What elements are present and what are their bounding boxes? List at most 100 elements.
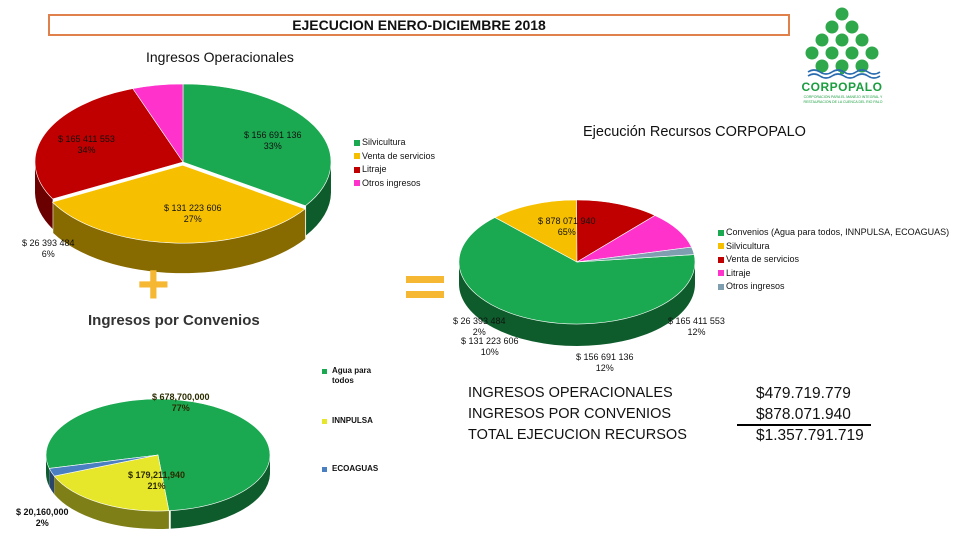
data-label-agua-para-todos: $ 678,700,000 77% [152, 392, 210, 413]
logo-tree-dot [845, 46, 859, 60]
logo-tree-dot [815, 59, 829, 73]
logo-tree-dot [825, 20, 839, 34]
data-label-ej-litraje: $ 131 223 606 10% [461, 336, 519, 357]
data-label-ecoaguas: $ 20,160,000 2% [16, 507, 69, 528]
legend-label: Convenios (Agua para todos, INNPULSA, EC… [726, 227, 950, 237]
ejecucion-slice-1 [494, 199, 578, 263]
legend-swatch [718, 270, 724, 277]
summary-labels: INGRESOS OPERACIONALES INGRESOS POR CONV… [468, 383, 687, 446]
legend-entry: Silvicultura [718, 240, 949, 254]
legend-label: Silvicultura [362, 137, 406, 147]
summary-label-operacionales: INGRESOS OPERACIONALES [468, 385, 673, 401]
data-label-otros-ingresos: $ 26 393 484 6% [22, 238, 75, 259]
logo-tree-dot [855, 33, 869, 47]
convenios-slice-2 [48, 454, 159, 477]
operacionales-slice-1 [51, 164, 306, 244]
logo-name: CORPOPALO [801, 80, 883, 94]
page-title: EJECUCION ENERO-DICIEMBRE 2018 [48, 14, 790, 36]
legend-entry: Litraje [354, 163, 435, 177]
ejecucion-slice-4 [576, 246, 695, 263]
convenios-slice-1 [53, 454, 170, 512]
legend-swatch [718, 256, 724, 263]
equals-sign [406, 276, 444, 298]
ejecucion-pie [458, 199, 696, 347]
legend-convenios: Agua para todos INNPULSA ECOAGUAS [322, 366, 378, 473]
data-label-innpulsa: $ 179,211,940 21% [128, 470, 186, 491]
summary-value-operacionales: $479.719.779 [756, 385, 851, 402]
data-label-silvicultura: $ 165 411 553 34% [58, 134, 115, 155]
legend-swatch [718, 229, 724, 236]
logo-tree-dot [815, 33, 829, 47]
legend-swatch-agua [322, 369, 327, 374]
legend-label-ecoaguas: ECOAGUAS [332, 464, 379, 473]
legend-operacionales: Silvicultura Venta de servicios Litraje Otr… [354, 136, 435, 190]
operacionales-slice-side-0 [306, 162, 331, 236]
legend-label-innpulsa: INNPULSA [332, 416, 373, 425]
data-label-ej-otros-ingresos: $ 26 393 484 2% [453, 316, 506, 337]
legend-swatch [354, 153, 360, 160]
logo-tree-dot [865, 46, 879, 60]
legend-entry: Silvicultura [354, 136, 435, 150]
data-label-ej-venta-servicios: $ 156 691 136 12% [576, 352, 634, 373]
chart-title-convenios: Ingresos por Convenios [88, 312, 260, 329]
legend-label: Litraje [726, 267, 751, 278]
legend-label: Venta de servicios [362, 150, 436, 161]
convenios-pie [45, 398, 271, 529]
data-label-venta-servicios: $ 156 691 136 33% [244, 130, 302, 151]
legend-label: Otros ingresos [726, 281, 785, 291]
logo-tree-dot [805, 46, 819, 60]
logo-tree-dot [835, 33, 849, 47]
chart-title-ejecucion: Ejecución Recursos CORPOPALO [583, 124, 806, 140]
legend-label: Litraje [362, 164, 387, 174]
operacionales-slice-side-1 [53, 202, 306, 274]
data-label-ej-silvicultura: $ 165 411 553 12% [668, 316, 725, 337]
legend-swatch-ecoaguas [322, 467, 327, 472]
legend-label: Otros ingresos [362, 177, 421, 188]
legend-label: Venta de servicios [726, 254, 800, 264]
summary-label-convenios: INGRESOS POR CONVENIOS [468, 406, 672, 422]
convenios-slice-side-0 [170, 455, 270, 529]
legend-entry: Convenios (Agua para todos, INNPULSA, EC… [718, 226, 949, 240]
logo-tagline: CORPORACION PARA EL MANEJO INTEGRAL Y RE… [803, 95, 883, 104]
summary-values: $479.719.779 $878.071.940 $1.357.791.719 [756, 383, 864, 446]
operacionales-slice-0 [182, 83, 332, 207]
ejecucion-slice-side-0 [459, 262, 695, 347]
legend-entry: Otros ingresos [718, 280, 949, 294]
legend-swatch-innpulsa [322, 419, 327, 424]
ejecucion-slice-2 [576, 199, 656, 263]
logo-trunk [840, 60, 844, 74]
data-label-convenios-total: $ 878 071 940 65% [538, 216, 596, 237]
legend-swatch [718, 283, 724, 290]
legend-entry: Litraje [718, 267, 949, 281]
chart-title-operacionales: Ingresos Operacionales [146, 49, 294, 65]
legend-entry: Venta de servicios [718, 253, 949, 267]
legend-ejecucion: Convenios (Agua para todos, INNPULSA, EC… [718, 226, 949, 294]
operacionales-pie [34, 83, 332, 274]
legend-swatch [718, 243, 724, 250]
legend-label: Silvicultura [726, 240, 770, 251]
summary-value-convenios: $878.071.940 [756, 406, 851, 423]
legend-entry: Venta de servicios [354, 150, 435, 164]
summary-label-total: TOTAL EJECUCION RECURSOS [468, 427, 687, 443]
operacionales-slice-2 [34, 88, 184, 200]
logo-tree-dot [825, 46, 839, 60]
summary-total-line [737, 424, 871, 426]
logo-tree-dot [855, 59, 869, 73]
summary-value-total: $1.357.791.719 [756, 427, 864, 444]
operacionales-slice-side-2 [35, 163, 53, 229]
logo-tree-dot [845, 20, 859, 34]
operacionales-slice-3 [132, 83, 184, 163]
legend-entry: Otros ingresos [354, 177, 435, 191]
data-label-litraje: $ 131 223 606 27% [164, 203, 222, 224]
logo-tree-dot [835, 7, 849, 21]
logo-wave [807, 69, 881, 75]
legend-swatch [354, 180, 360, 187]
legend-swatch [354, 139, 360, 146]
logo-wave [807, 73, 881, 79]
plus-sign: + [137, 252, 170, 315]
legend-label-agua: Agua para todos [332, 366, 372, 385]
ejecucion-slice-0 [458, 217, 696, 325]
convenios-slice-side-1 [54, 476, 169, 529]
